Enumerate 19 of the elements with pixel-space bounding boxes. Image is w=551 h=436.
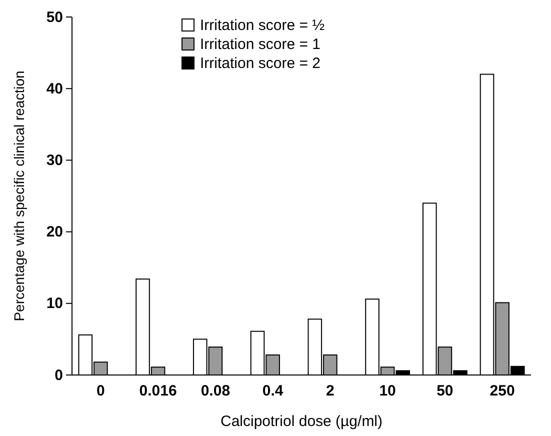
y-tick-label: 10: [46, 295, 63, 312]
y-tick-label: 20: [46, 224, 63, 241]
x-tick-label: 50: [436, 382, 454, 400]
legend-label: Irritation score = 1: [200, 36, 320, 53]
y-axis-title: Percentage with specific clinical reaction: [11, 70, 27, 322]
x-tick-label: 0.08: [200, 382, 230, 400]
legend-label: Irritation score = ½: [200, 17, 326, 34]
y-tick-label: 30: [46, 152, 63, 169]
x-tick-label: 0: [96, 382, 105, 400]
y-tick-label: 40: [46, 80, 63, 98]
x-axis-title: Calcipotriol dose (µg/ml): [220, 413, 383, 430]
x-tick-label: 0.016: [139, 382, 177, 400]
legend-label: Irritation score = 2: [200, 55, 320, 72]
x-tick-label: 0.4: [262, 382, 284, 400]
x-tick-label: 2: [326, 382, 334, 400]
x-tick-label: 10: [379, 382, 396, 400]
y-tick-label: 50: [46, 8, 63, 26]
x-tick-label: 250: [490, 382, 515, 400]
y-tick-label: 0: [54, 366, 63, 384]
